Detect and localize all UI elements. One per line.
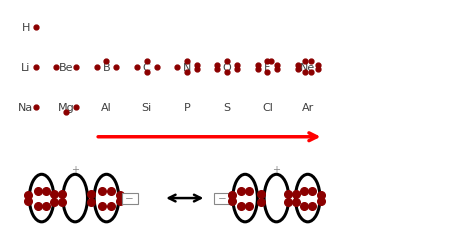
FancyBboxPatch shape <box>214 193 230 204</box>
Text: −: − <box>126 193 134 203</box>
Text: S: S <box>224 102 231 112</box>
Text: P: P <box>184 102 190 112</box>
Text: O: O <box>223 62 232 72</box>
Text: B: B <box>103 62 110 72</box>
Text: Si: Si <box>142 102 152 112</box>
Text: F: F <box>264 62 270 72</box>
Text: Ne: Ne <box>300 62 315 72</box>
FancyBboxPatch shape <box>122 193 138 204</box>
Text: +: + <box>272 165 280 175</box>
Text: Li: Li <box>21 62 31 72</box>
Text: C: C <box>143 62 151 72</box>
Text: H: H <box>22 23 30 33</box>
Text: Mg: Mg <box>58 102 75 112</box>
Text: Ar: Ar <box>302 102 314 112</box>
Text: Be: Be <box>59 62 73 72</box>
Text: Al: Al <box>101 102 112 112</box>
Text: +: + <box>71 165 79 175</box>
Text: N: N <box>183 62 191 72</box>
Text: −: − <box>217 193 226 203</box>
Text: Cl: Cl <box>262 102 273 112</box>
Text: Na: Na <box>18 102 34 112</box>
